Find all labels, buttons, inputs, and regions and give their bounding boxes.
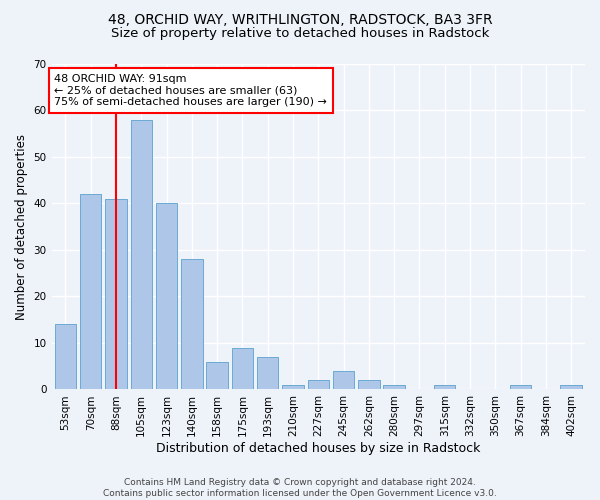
Bar xyxy=(358,380,380,390)
Bar xyxy=(434,385,455,390)
X-axis label: Distribution of detached houses by size in Radstock: Distribution of detached houses by size … xyxy=(156,442,481,455)
Bar xyxy=(308,380,329,390)
Bar xyxy=(282,385,304,390)
Bar xyxy=(232,348,253,390)
Bar xyxy=(131,120,152,390)
Text: Size of property relative to detached houses in Radstock: Size of property relative to detached ho… xyxy=(111,28,489,40)
Y-axis label: Number of detached properties: Number of detached properties xyxy=(15,134,28,320)
Bar xyxy=(156,204,178,390)
Bar xyxy=(80,194,101,390)
Bar xyxy=(383,385,405,390)
Bar xyxy=(55,324,76,390)
Bar xyxy=(333,371,354,390)
Text: Contains HM Land Registry data © Crown copyright and database right 2024.
Contai: Contains HM Land Registry data © Crown c… xyxy=(103,478,497,498)
Bar xyxy=(206,362,228,390)
Bar xyxy=(105,199,127,390)
Bar xyxy=(510,385,531,390)
Bar xyxy=(181,260,203,390)
Text: 48 ORCHID WAY: 91sqm
← 25% of detached houses are smaller (63)
75% of semi-detac: 48 ORCHID WAY: 91sqm ← 25% of detached h… xyxy=(54,74,327,107)
Text: 48, ORCHID WAY, WRITHLINGTON, RADSTOCK, BA3 3FR: 48, ORCHID WAY, WRITHLINGTON, RADSTOCK, … xyxy=(107,12,493,26)
Bar xyxy=(257,357,278,390)
Bar xyxy=(560,385,582,390)
